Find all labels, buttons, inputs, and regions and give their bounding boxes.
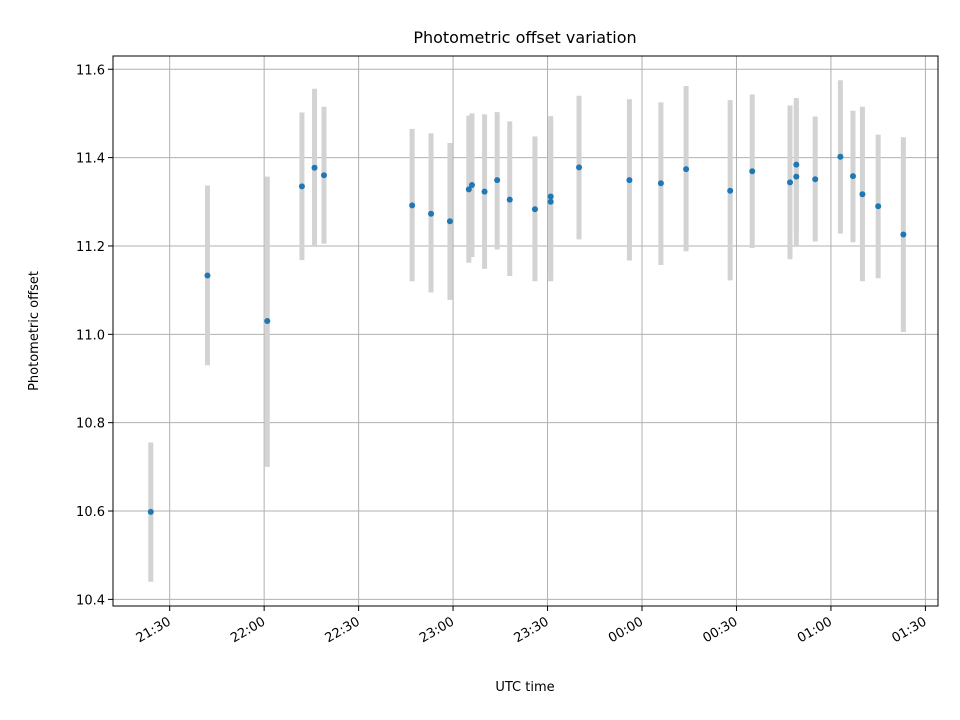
data-point [298,183,305,190]
data-point [576,164,583,171]
chart-title: Photometric offset variation [413,28,636,47]
data-point [812,176,819,183]
x-axis-label: UTC time [495,680,554,695]
data-point [409,202,416,209]
plot-area [113,56,938,606]
data-point [749,168,756,175]
data-point [547,193,554,200]
data-point [787,179,794,186]
data-point [311,164,318,171]
data-point [547,198,554,205]
y-tick-label: 11.4 [76,152,105,167]
data-point [481,188,488,195]
data-point [900,231,907,238]
y-axis-ticks: 10.4 10.6 10.8 11.0 11.2 11.4 11.6 [76,63,113,608]
data-point [683,166,690,173]
data-point [626,177,633,184]
data-point [859,191,866,198]
grid [113,56,938,606]
data-point [793,173,800,180]
data-point [727,187,734,194]
y-tick-label: 11.0 [76,328,105,343]
data-point [837,153,844,160]
data-point [465,186,472,193]
y-tick-label: 10.4 [76,593,105,608]
data-point [506,196,513,203]
data-point [147,508,154,515]
y-axis-label: Photometric offset [27,271,42,391]
data-point [657,180,664,187]
data-point [793,161,800,168]
data-point [264,318,271,325]
data-point [531,206,538,213]
data-point [468,181,475,188]
y-tick-label: 10.8 [76,417,105,432]
y-tick-label: 11.6 [76,63,105,78]
y-tick-label: 11.2 [76,240,105,255]
data-point [875,203,882,210]
data-point [204,272,211,279]
data-points [147,153,907,515]
data-point [320,172,327,179]
data-point [446,218,453,225]
y-tick-label: 10.6 [76,505,105,520]
plot-frame [112,55,939,607]
data-point [849,173,856,180]
data-point [494,177,501,184]
data-point [428,210,435,217]
